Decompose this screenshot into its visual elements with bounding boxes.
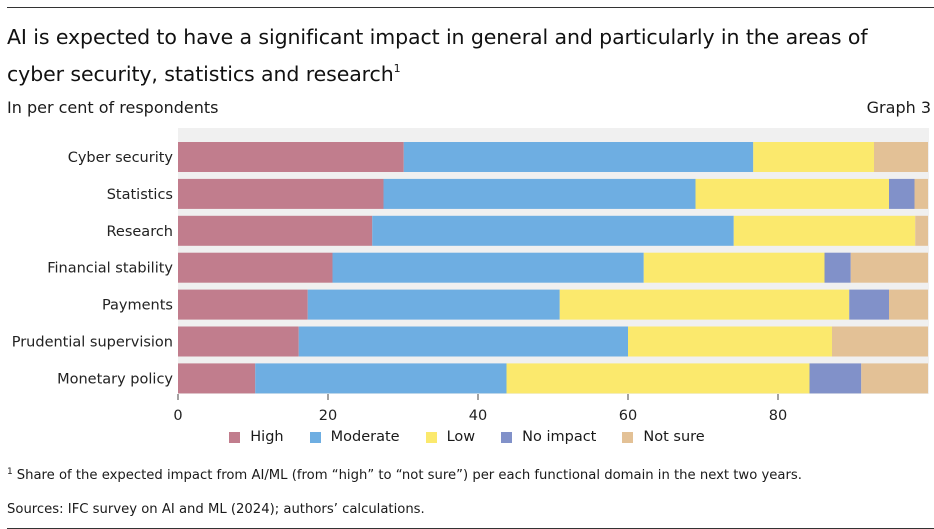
legend-swatch-not-sure	[622, 431, 634, 443]
bar-prudential-supervision-high	[178, 326, 299, 357]
bar-prudential-supervision-not-sure	[832, 326, 928, 357]
legend-item-no-impact: No impact	[501, 429, 596, 445]
bar-payments-not-sure	[889, 289, 928, 320]
stacked-bar-chart: Cyber security Statistics Research Financia…	[12, 128, 929, 424]
legend-item-not-sure: Not sure	[622, 429, 705, 445]
bar-payments-low	[559, 289, 850, 320]
category-label-monetary-policy: Monetary policy	[57, 371, 173, 387]
legend: High Moderate Low No impact Not sure	[0, 429, 934, 445]
bar-statistics-high	[178, 178, 384, 209]
bar-research-low	[733, 215, 916, 246]
legend-item-moderate: Moderate	[309, 429, 400, 445]
legend-label-low: Low	[446, 429, 476, 445]
category-labels: Cyber security Statistics Research Financia…	[12, 150, 174, 387]
category-label-research: Research	[106, 224, 173, 240]
chart-subtitle: In per cent of respondents	[7, 98, 219, 117]
x-axis: 0 20 40 60 80	[173, 394, 787, 424]
bar-cyber-security-not-sure	[874, 142, 928, 172]
bar-cyber-security-high	[178, 142, 404, 172]
bar-financial-stability-low	[643, 252, 825, 283]
x-tick-label-80: 80	[769, 408, 787, 424]
bar-monetary-policy-high	[178, 363, 256, 394]
category-label-financial-stability: Financial stability	[47, 261, 173, 277]
category-label-payments: Payments	[102, 298, 173, 314]
legend-item-high: High	[229, 429, 284, 445]
footnote-text: Share of the expected impact from AI/ML …	[16, 468, 802, 483]
bar-payments-moderate	[307, 289, 560, 320]
x-tick-label-60: 60	[619, 408, 637, 424]
bar-payments-high	[178, 289, 308, 320]
legend-swatch-moderate	[309, 431, 321, 443]
footnote: 1 Share of the expected impact from AI/ML…	[7, 467, 802, 483]
x-tick-label-20: 20	[319, 408, 337, 424]
bar-monetary-policy-not-sure	[861, 363, 928, 394]
bar-research-high	[178, 215, 373, 246]
legend-label-no-impact: No impact	[522, 429, 597, 445]
graph-number: Graph 3	[866, 98, 931, 117]
legend-label-not-sure: Not sure	[643, 429, 705, 445]
bar-group	[178, 142, 928, 394]
category-label-cyber-security: Cyber security	[68, 150, 174, 166]
chart-title-text: AI is expected to have a significant imp…	[7, 25, 868, 86]
bar-payments-no-impact	[849, 289, 889, 320]
bar-prudential-supervision-moderate	[298, 326, 628, 357]
bar-cyber-security-low	[753, 142, 874, 172]
x-tick-label-0: 0	[173, 408, 182, 424]
bar-statistics-moderate	[383, 178, 696, 209]
bar-financial-stability-moderate	[332, 252, 644, 283]
legend-label-moderate: Moderate	[330, 429, 400, 445]
bar-cyber-security-moderate	[403, 142, 754, 172]
sources-note: Sources: IFC survey on AI and ML (2024);…	[7, 502, 425, 517]
title-footnote-mark: 1	[393, 62, 401, 75]
bar-statistics-not-sure	[914, 178, 928, 209]
legend-swatch-low	[425, 431, 437, 443]
bar-financial-stability-high	[178, 252, 333, 283]
bar-statistics-no-impact	[889, 178, 915, 209]
category-label-statistics: Statistics	[107, 187, 173, 203]
bar-monetary-policy-moderate	[255, 363, 507, 394]
bar-financial-stability-no-impact	[824, 252, 851, 283]
legend-label-high: High	[250, 429, 284, 445]
legend-swatch-no-impact	[501, 431, 513, 443]
category-label-prudential-supervision: Prudential supervision	[12, 335, 173, 351]
bar-prudential-supervision-low	[628, 326, 832, 357]
x-tick-label-40: 40	[469, 408, 487, 424]
bar-financial-stability-not-sure	[850, 252, 928, 283]
bar-monetary-policy-low	[506, 363, 810, 394]
legend-swatch-high	[229, 431, 241, 443]
bar-monetary-policy-no-impact	[809, 363, 862, 394]
bar-research-not-sure	[915, 215, 928, 246]
footnote-mark: 1	[7, 467, 13, 477]
legend-item-low: Low	[425, 429, 476, 445]
bar-research-moderate	[372, 215, 734, 246]
top-rule	[7, 7, 934, 8]
bar-statistics-low	[695, 178, 889, 209]
chart-title: AI is expected to have a significant imp…	[7, 22, 887, 90]
